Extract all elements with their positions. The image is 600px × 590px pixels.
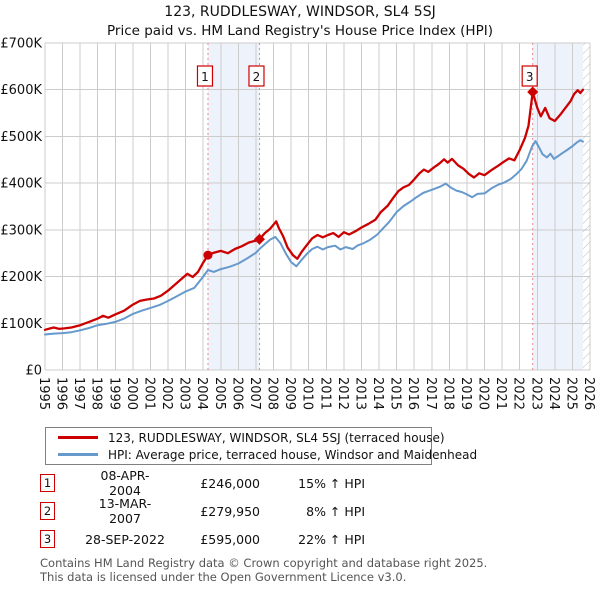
svg-text:2013: 2013	[352, 377, 367, 410]
chart-legend: 123, RUDDLESWAY, WINDSOR, SL4 5SJ (terra…	[45, 427, 477, 465]
svg-text:2016: 2016	[405, 377, 420, 410]
footer-line: This data is licensed under the Open Gov…	[40, 569, 407, 584]
svg-text:2022: 2022	[511, 377, 526, 410]
svg-text:£0: £0	[25, 364, 42, 379]
license-footer: Contains HM Land Registry data © Crown c…	[40, 556, 488, 585]
svg-text:1999: 1999	[106, 377, 121, 410]
svg-text:3: 3	[526, 70, 534, 84]
svg-text:2021: 2021	[493, 377, 508, 410]
svg-text:1996: 1996	[54, 377, 69, 410]
svg-text:£300K: £300K	[0, 223, 42, 238]
table-row: 2 13-MAR-2007 £279,950 8% ↑ HPI	[40, 496, 365, 526]
svg-text:2001: 2001	[141, 377, 156, 410]
svg-text:1998: 1998	[89, 377, 104, 410]
svg-text:2015: 2015	[388, 377, 403, 410]
blue-line-swatch	[58, 453, 98, 456]
sale-price: £595,000	[200, 531, 260, 547]
sale-number-badge: 1	[40, 474, 55, 492]
svg-text:2002: 2002	[159, 377, 174, 410]
svg-text:1: 1	[201, 70, 209, 84]
legend-label: HPI: Average price, terraced house, Wind…	[108, 447, 478, 462]
svg-text:£200K: £200K	[0, 270, 42, 285]
sale-price: £279,950	[200, 503, 260, 519]
svg-text:2003: 2003	[177, 377, 192, 410]
svg-text:2026: 2026	[581, 377, 596, 410]
svg-text:2024: 2024	[546, 377, 561, 410]
sale-price: £246,000	[200, 475, 260, 491]
footer-line: Contains HM Land Registry data © Crown c…	[40, 556, 488, 570]
svg-text:2014: 2014	[370, 377, 385, 410]
svg-text:1995: 1995	[36, 377, 51, 410]
svg-text:2: 2	[253, 70, 261, 84]
svg-text:£100K: £100K	[0, 317, 42, 332]
svg-text:2010: 2010	[300, 377, 315, 410]
svg-text:2008: 2008	[265, 377, 280, 410]
table-row: 3 28-SEP-2022 £595,000 22% ↑ HPI	[40, 530, 365, 548]
sale-vs-hpi: 8% ↑ HPI	[306, 503, 365, 519]
svg-text:2006: 2006	[229, 377, 244, 410]
svg-text:2000: 2000	[124, 377, 139, 410]
page-title: 123, RUDDLESWAY, WINDSOR, SL4 5SJ	[164, 4, 436, 20]
sale-number-badge: 3	[40, 530, 55, 548]
sales-table: 1 08-APR-2004 £246,000 15% ↑ HPI 2 13-MA…	[40, 468, 365, 558]
legend-label: 123, RUDDLESWAY, WINDSOR, SL4 5SJ (terra…	[108, 430, 445, 445]
svg-text:2011: 2011	[317, 377, 332, 410]
svg-text:£700K: £700K	[0, 37, 42, 52]
page-subtitle: Price paid vs. HM Land Registry's House …	[107, 23, 493, 39]
price-chart: 1 2 3 £0 £100K £200K £300K £400K £500K £600K £700K…	[0, 37, 596, 411]
svg-text:2020: 2020	[476, 377, 491, 410]
svg-text:1997: 1997	[71, 377, 86, 410]
sale-date: 28-SEP-2022	[85, 531, 165, 547]
svg-text:2009: 2009	[282, 377, 297, 410]
red-line-swatch	[58, 436, 98, 439]
svg-text:2005: 2005	[212, 377, 227, 410]
svg-text:2004: 2004	[194, 377, 209, 410]
svg-text:2025: 2025	[563, 377, 578, 410]
table-row: 1 08-APR-2004 £246,000 15% ↑ HPI	[40, 468, 365, 498]
svg-text:2017: 2017	[423, 377, 438, 410]
sale-date: 08-APR-2004	[100, 468, 150, 498]
svg-text:£500K: £500K	[0, 130, 42, 145]
svg-text:2007: 2007	[247, 377, 262, 410]
sale-number-badge: 2	[40, 502, 55, 520]
svg-text:2023: 2023	[528, 377, 543, 410]
svg-text:2019: 2019	[458, 377, 473, 410]
sale-date: 13-MAR-2007	[98, 496, 152, 526]
svg-text:2018: 2018	[440, 377, 455, 410]
sale-vs-hpi: 15% ↑ HPI	[298, 475, 365, 491]
svg-text:2012: 2012	[335, 377, 350, 410]
sale-vs-hpi: 22% ↑ HPI	[298, 531, 365, 547]
legend-item-hpi: HPI: Average price, terraced house, Wind…	[58, 448, 477, 462]
svg-text:£400K: £400K	[0, 177, 42, 192]
legend-item-property: 123, RUDDLESWAY, WINDSOR, SL4 5SJ (terra…	[58, 431, 445, 445]
svg-text:£600K: £600K	[0, 83, 42, 98]
